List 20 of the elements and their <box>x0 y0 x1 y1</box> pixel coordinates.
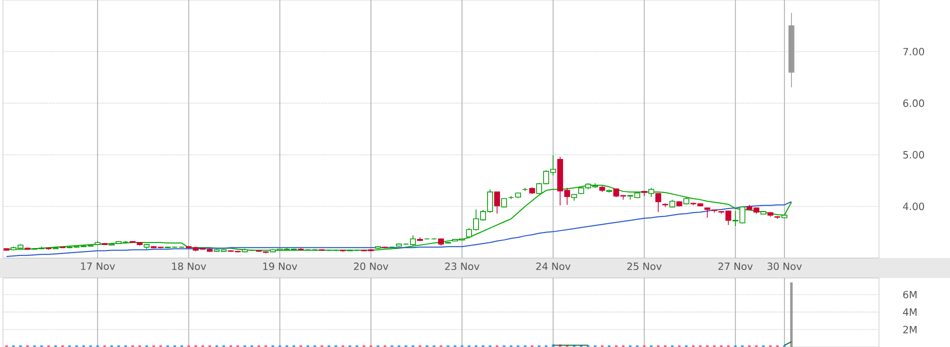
y-tick-label: 7.00 <box>903 48 924 56</box>
x-tick-label: 18 Nov <box>172 262 206 270</box>
y-tick-label: 6.00 <box>903 99 924 107</box>
x-tick-label: 19 Nov <box>263 262 298 270</box>
y-tick-label: 5.00 <box>903 151 924 159</box>
y-tick-label: 4M <box>903 308 916 316</box>
x-tick-label: 17 Nov <box>81 262 115 270</box>
y-tick-label: 2M <box>903 326 916 334</box>
x-tick-label: 24 Nov <box>536 262 570 270</box>
candlestick <box>648 187 654 198</box>
bar <box>790 282 793 347</box>
y-tick-label: 6M <box>903 290 916 298</box>
x-tick-label: 27 Nov <box>718 262 753 270</box>
y-tick-label: 4.00 <box>903 202 924 210</box>
candlestick <box>655 192 662 212</box>
x-tick-label: 25 Nov <box>627 262 662 270</box>
x-tick-label: 20 Nov <box>354 262 388 270</box>
x-tick-label: 30 Nov <box>768 262 802 270</box>
candlestick <box>494 191 500 214</box>
x-tick-label: 23 Nov <box>445 262 480 270</box>
